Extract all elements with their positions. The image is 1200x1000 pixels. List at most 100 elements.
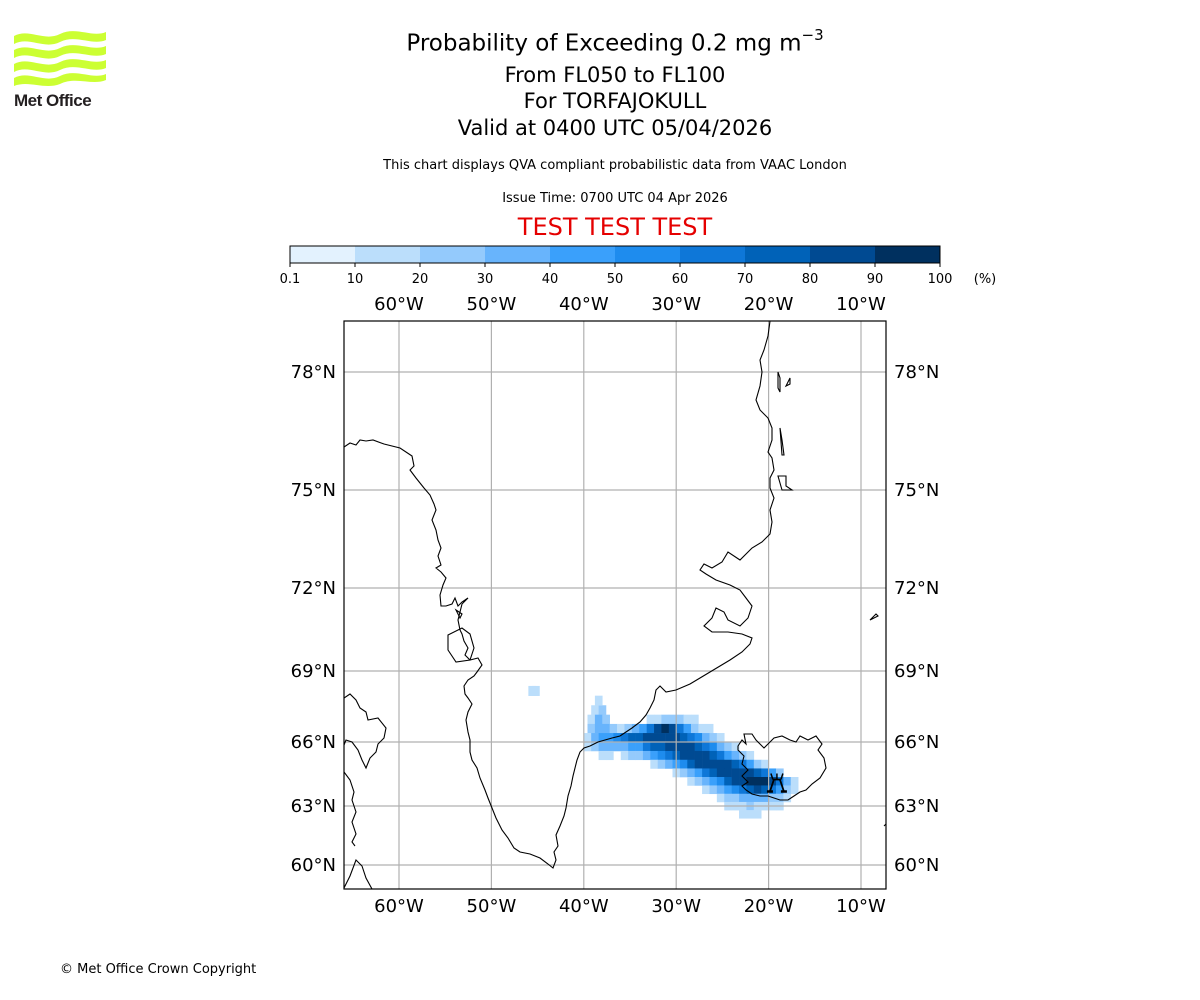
- probability-cell: [668, 714, 677, 725]
- ash-probability-layer: [528, 685, 799, 819]
- probability-cell: [657, 759, 666, 769]
- probability-cell: [709, 759, 718, 769]
- probability-cell: [598, 742, 607, 752]
- coastline-island-4: [777, 475, 794, 491]
- probability-cell: [702, 742, 710, 752]
- probability-cell: [687, 750, 695, 761]
- probability-cell: [753, 810, 762, 819]
- probability-cell: [661, 723, 670, 734]
- probability-cell: [598, 733, 607, 743]
- probability-cell: [724, 768, 732, 778]
- coastline-baffin-island: [344, 693, 387, 770]
- probability-cell: [753, 768, 762, 778]
- colorbar-tick-label: 80: [802, 272, 819, 287]
- probability-cell: [746, 768, 755, 778]
- probability-cell: [602, 723, 610, 734]
- probability-cell: [657, 733, 666, 743]
- colorbar-segment: [290, 246, 356, 263]
- probability-cell: [631, 723, 640, 734]
- probability-cell: [676, 714, 684, 725]
- probability-cell: [775, 768, 784, 778]
- probability-cell: [731, 750, 740, 761]
- probability-cell: [628, 750, 636, 761]
- probability-cell: [716, 759, 725, 769]
- colorbar-tick-label: 10: [347, 272, 364, 287]
- coastline-labrador: [344, 771, 373, 889]
- colorbar-unit-label: (%): [974, 272, 997, 287]
- volcano-icon: [766, 773, 787, 793]
- probability-cell: [679, 759, 688, 769]
- probability-cell: [665, 733, 673, 743]
- colorbar-segment: [485, 246, 551, 263]
- probability-cell: [716, 750, 725, 761]
- probability-cell: [532, 685, 540, 696]
- lat-label-left: 75°N: [291, 480, 336, 501]
- probability-cell: [598, 750, 607, 761]
- probability-cell: [628, 733, 636, 743]
- probability-cell: [665, 742, 673, 752]
- probability-cell: [642, 750, 651, 761]
- probability-cell: [705, 723, 714, 734]
- coastline-island-7: [454, 608, 463, 620]
- colorbar-segment: [355, 246, 421, 263]
- colorbar-tick-label: 100: [928, 272, 953, 287]
- probability-cell: [650, 759, 659, 769]
- colorbar-tick-label: 30: [477, 272, 494, 287]
- probability-cell: [605, 750, 614, 761]
- probability-cell: [650, 742, 659, 752]
- probability-cell: [702, 733, 710, 743]
- probability-cell: [746, 759, 755, 769]
- probability-cell: [709, 733, 718, 743]
- probability-cell: [761, 793, 769, 803]
- probability-cell: [790, 777, 799, 786]
- probability-cell: [628, 742, 636, 752]
- probability-cell: [739, 810, 747, 819]
- volcano-name: For TORFAJOKULL: [523, 89, 707, 113]
- graticule: [344, 321, 886, 889]
- probability-cell: [617, 723, 625, 734]
- coastlines: [344, 321, 886, 889]
- probability-cell: [709, 777, 718, 786]
- colorbar-tick-label: 70: [737, 272, 754, 287]
- lon-label-top: 60°W: [374, 294, 424, 315]
- probability-cell: [687, 742, 695, 752]
- colorbar-segment: [810, 246, 876, 263]
- lon-label-bottom: 20°W: [744, 896, 794, 917]
- probability-cell: [620, 742, 629, 752]
- lon-label-top: 50°W: [467, 294, 517, 315]
- probability-cell: [746, 810, 755, 819]
- probability-cell: [731, 759, 740, 769]
- probability-cell: [639, 723, 647, 734]
- probability-cell: [694, 750, 703, 761]
- probability-cell: [716, 785, 725, 795]
- chart-title-exponent: −3: [801, 26, 824, 44]
- probability-cell: [731, 793, 740, 803]
- probability-cell: [716, 742, 725, 752]
- met-office-waves-icon: [14, 31, 106, 86]
- probability-cell: [746, 785, 755, 795]
- probability-cell: [746, 750, 755, 761]
- chart-title-text: Probability of Exceeding 0.2 mg m: [406, 30, 802, 57]
- probability-cell: [709, 750, 718, 761]
- probability-cell: [709, 768, 718, 778]
- met-office-logo-text: Met Office: [14, 91, 92, 110]
- probability-cell: [731, 777, 740, 786]
- probability-cell: [783, 785, 792, 795]
- copyright-text: © Met Office Crown Copyright: [60, 962, 257, 977]
- lon-label-bottom: 10°W: [836, 896, 886, 917]
- probability-cell: [790, 785, 799, 795]
- probability-cell: [679, 733, 688, 743]
- probability-cell: [739, 768, 747, 778]
- map-frame: [343, 320, 887, 890]
- colorbar-segment: [550, 246, 616, 263]
- probability-cell: [783, 777, 792, 786]
- probability-cell: [768, 785, 777, 795]
- probability-cell: [783, 793, 792, 803]
- colorbar-tick-label: 40: [542, 272, 559, 287]
- probability-cell: [642, 742, 651, 752]
- probability-cell: [702, 750, 710, 761]
- colorbar-segment: [745, 246, 811, 263]
- probability-cell: [709, 785, 718, 795]
- probability-cell: [665, 759, 673, 769]
